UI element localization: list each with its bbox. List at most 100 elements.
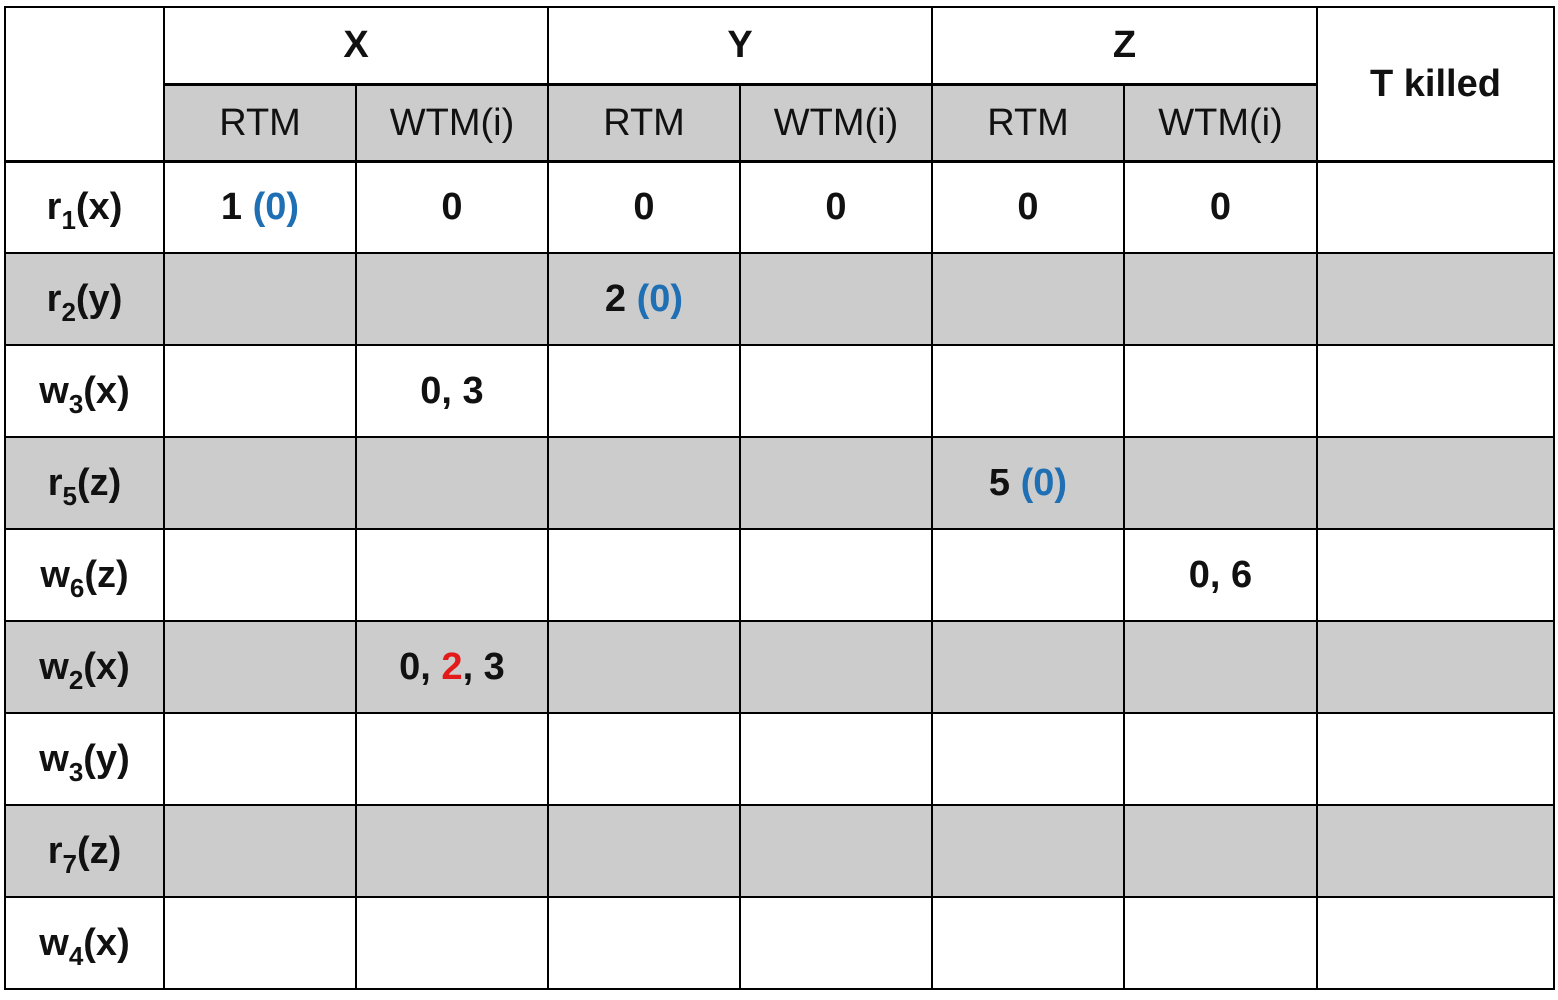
header-x-rtm: RTM	[163, 82, 357, 163]
cell-x-wtm	[355, 896, 549, 990]
cell-z-rtm	[931, 528, 1125, 622]
operation-type: r	[47, 462, 63, 504]
header-y-rtm: RTM	[547, 82, 741, 163]
operation-object: (z)	[76, 830, 122, 872]
cell-z-rtm	[931, 344, 1125, 438]
cell-z-wtm	[1123, 712, 1318, 806]
operation-label: w3(x)	[4, 344, 165, 438]
operation-label: w2(x)	[4, 620, 165, 714]
header-y-wtm: WTM(i)	[739, 82, 933, 163]
operation-type: r	[47, 830, 63, 872]
table-row: w3(y)	[4, 712, 1555, 806]
header-t-killed: T killed	[1316, 6, 1555, 163]
cell-t-killed	[1316, 344, 1555, 438]
cell-t-killed	[1316, 436, 1555, 530]
cell-y-rtm	[547, 344, 741, 438]
operation-type: r	[46, 186, 62, 229]
operation-label: r2(y)	[4, 252, 165, 346]
transaction-id: 7	[62, 849, 77, 879]
header-object-y: Y	[547, 6, 933, 85]
operation-object: (y)	[83, 738, 130, 780]
cell-z-rtm: 5 (0)	[931, 436, 1125, 530]
cell-value: 0	[1209, 186, 1232, 229]
cell-value: 0	[633, 186, 655, 229]
cell-x-rtm	[163, 436, 357, 530]
cell-x-wtm: 0	[355, 160, 549, 254]
cell-t-killed	[1316, 252, 1555, 346]
cell-y-wtm	[739, 528, 933, 622]
cell-y-wtm	[739, 344, 933, 438]
cell-x-rtm: 1 (0)	[163, 160, 357, 254]
header-object-x: X	[163, 6, 549, 85]
cell-z-wtm	[1123, 252, 1318, 346]
operation-label: r1(x)	[4, 160, 165, 254]
table-row: r7(z)	[4, 804, 1555, 898]
cell-z-rtm	[931, 804, 1125, 898]
transaction-id: 2	[68, 665, 84, 695]
cell-value: 5	[988, 462, 1021, 504]
transaction-id: 4	[68, 941, 84, 971]
transaction-id: 3	[68, 757, 84, 787]
cell-value: 0, 6	[1188, 554, 1253, 596]
cell-z-rtm	[931, 252, 1125, 346]
operation-object: (z)	[84, 554, 129, 596]
cell-value: 0,	[399, 646, 442, 688]
operation-type: r	[46, 278, 62, 320]
cell-x-wtm	[355, 804, 549, 898]
cell-t-killed	[1316, 712, 1555, 806]
cell-value: 0	[825, 186, 847, 229]
cell-value: 0	[1017, 186, 1039, 229]
operation-type: w	[39, 922, 69, 964]
header-z-rtm: RTM	[931, 82, 1125, 163]
cell-x-rtm	[163, 528, 357, 622]
cell-t-killed	[1316, 160, 1555, 254]
table-row: w6(z) 0, 6	[4, 528, 1555, 622]
cell-value: 0, 3	[420, 370, 484, 412]
transaction-id: 3	[68, 389, 84, 419]
cell-y-rtm	[547, 712, 741, 806]
table-row: r1(x) 1 (0) 0 0 0 0 0	[4, 160, 1555, 254]
operation-object: (y)	[75, 278, 123, 320]
cell-z-wtm	[1123, 344, 1318, 438]
read-timestamp-note: (0)	[252, 186, 300, 229]
cell-x-wtm: 0, 2, 3	[355, 620, 549, 714]
transaction-id: 6	[69, 573, 85, 603]
header-x-wtm: WTM(i)	[355, 82, 549, 163]
cell-z-rtm	[931, 896, 1125, 990]
cell-value: 2	[604, 278, 637, 320]
cell-x-wtm	[355, 528, 549, 622]
cell-z-rtm: 0	[931, 160, 1125, 254]
cell-y-rtm	[547, 620, 741, 714]
cell-y-rtm	[547, 436, 741, 530]
header-corner-cell	[4, 6, 165, 163]
cell-z-wtm	[1123, 620, 1318, 714]
cell-y-wtm	[739, 252, 933, 346]
cell-y-rtm	[547, 804, 741, 898]
cell-x-wtm	[355, 712, 549, 806]
transaction-id: 1	[61, 205, 76, 236]
operation-type: w	[39, 370, 69, 412]
header-row-subcolumns: RTM WTM(i) RTM WTM(i) RTM WTM(i)	[5, 82, 1554, 163]
cell-y-wtm: 0	[739, 160, 933, 254]
cell-t-killed	[1316, 896, 1555, 990]
operation-type: w	[39, 646, 69, 688]
table-row: r5(z) 5 (0)	[4, 436, 1555, 530]
read-timestamp-note: (0)	[1020, 462, 1068, 504]
cell-x-rtm	[163, 804, 357, 898]
cell-y-wtm	[739, 620, 933, 714]
cell-y-rtm: 2 (0)	[547, 252, 741, 346]
transaction-id: 5	[62, 481, 77, 511]
read-timestamp-note: (0)	[636, 278, 684, 320]
cell-z-wtm	[1123, 896, 1318, 990]
header-object-z: Z	[931, 6, 1318, 85]
cell-y-wtm	[739, 896, 933, 990]
cell-t-killed	[1316, 804, 1555, 898]
cell-x-rtm	[163, 252, 357, 346]
table-row: w4(x)	[4, 896, 1555, 990]
cell-y-rtm	[547, 528, 741, 622]
transaction-id: 2	[61, 297, 76, 327]
cell-z-wtm	[1123, 804, 1318, 898]
cell-x-rtm	[163, 896, 357, 990]
cell-y-rtm: 0	[547, 160, 741, 254]
table-row: w2(x) 0, 2, 3	[4, 620, 1555, 714]
